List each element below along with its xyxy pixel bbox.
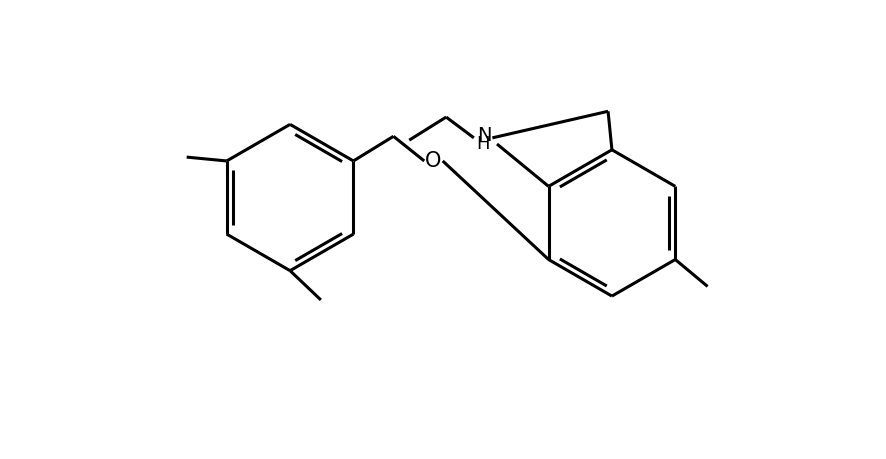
Text: H: H [477, 135, 490, 153]
Text: N: N [478, 126, 492, 145]
Text: O: O [425, 151, 442, 171]
